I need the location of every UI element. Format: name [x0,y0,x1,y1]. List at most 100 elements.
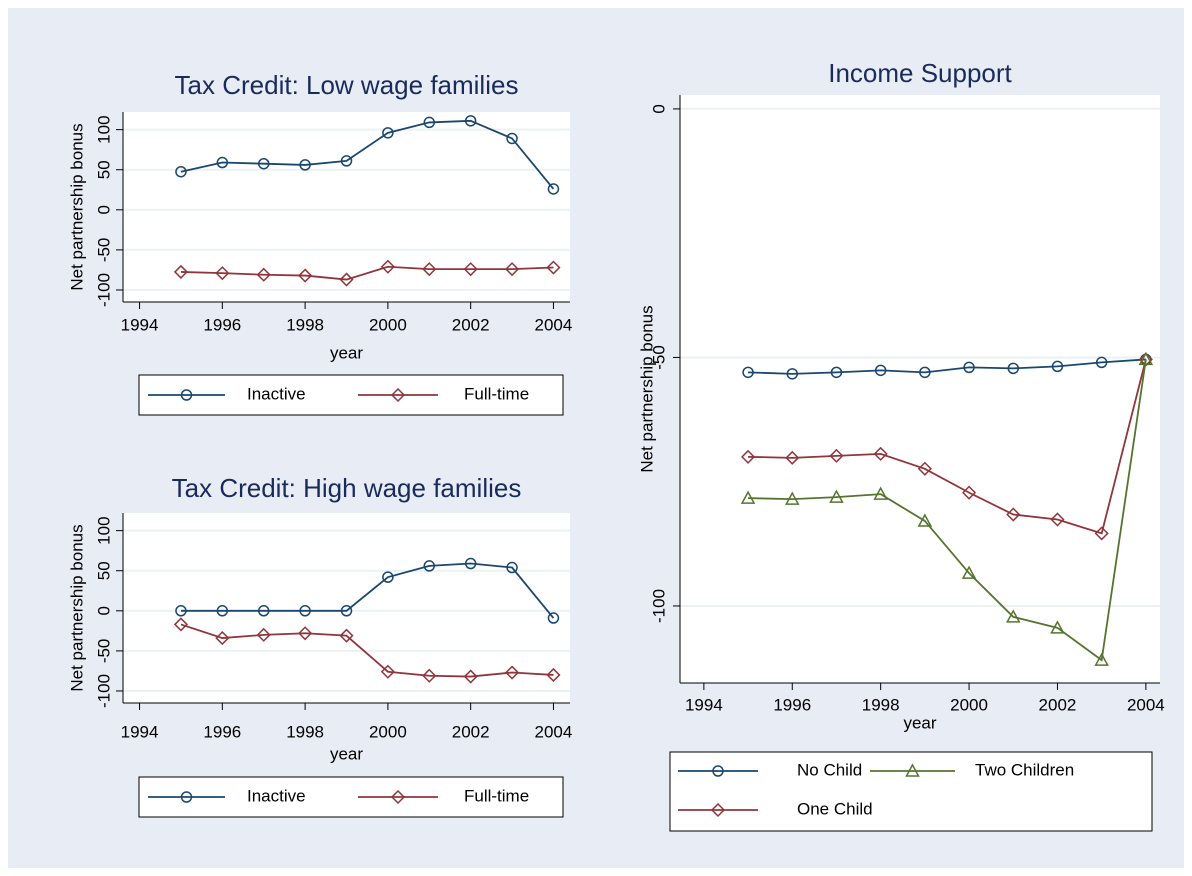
marker [382,571,394,583]
marker [961,565,977,579]
y-tick-label: 0 [94,205,113,214]
x-tick-label: 2002 [1039,695,1077,714]
legend-label: One Child [797,799,873,818]
marker [216,156,229,169]
x-tick-label: 2000 [950,695,988,714]
marker [298,268,313,283]
marker [380,259,395,274]
marker [257,605,270,617]
series-line [180,562,555,619]
marker [464,557,477,570]
marker [741,449,756,464]
plot-area [123,112,570,302]
legend-marker [905,763,920,777]
marker [829,448,844,463]
marker [215,631,230,646]
x-tick-label: 1998 [286,722,324,741]
marker [546,260,561,275]
marker [785,450,800,465]
legend-marker [712,765,724,777]
legend-label: Two Children [975,760,1074,779]
marker [963,361,975,374]
y-tick-label: -50 [649,345,668,370]
marker [1051,360,1064,373]
x-tick-label: 2004 [535,722,573,741]
marker [173,264,189,279]
x-axis-title: year [330,744,363,763]
series-line [748,359,1147,535]
legend-label: Full-time [464,384,529,403]
marker [175,165,187,178]
legend-marker [710,802,726,818]
x-tick-label: 1996 [203,722,241,741]
marker [256,627,271,642]
plot-area [123,513,570,703]
marker [1007,362,1020,375]
marker [339,628,354,643]
marker [464,115,477,127]
marker [740,490,756,504]
legend-marker [390,387,406,403]
marker [547,612,560,624]
marker [919,366,931,379]
legend-label: Inactive [247,384,306,403]
marker [1005,609,1021,623]
x-tick-label: 2000 [369,722,407,741]
marker [216,605,229,617]
y-tick-label: 0 [94,606,113,615]
y-tick-label: -50 [94,238,113,263]
legend-label: Full-time [464,786,529,805]
marker [1094,526,1109,541]
y-tick-label: 50 [94,561,113,580]
marker [1094,652,1109,666]
chart-title: Tax Credit: High wage families [172,473,522,503]
x-tick-label: 1998 [862,695,900,714]
x-tick-label: 1996 [773,695,811,714]
x-tick-label: 2004 [535,315,573,334]
x-tick-label: 2004 [1127,695,1165,714]
series-line [180,265,554,281]
series-line [748,358,1146,375]
y-tick-label: -100 [94,674,113,708]
marker [299,605,311,617]
marker [546,667,561,683]
legend-box [669,751,1153,832]
x-tick-label: 1994 [121,315,159,334]
marker [873,486,888,500]
x-tick-label: 1998 [286,315,324,334]
chart-title: Income Support [828,58,1012,88]
legend-label: Inactive [247,786,306,805]
marker [423,560,436,572]
marker [830,366,843,379]
marker [423,116,436,129]
plot-area [680,95,1160,683]
marker [917,461,932,476]
y-tick-label: 50 [94,160,113,179]
marker [873,446,888,461]
x-axis-title: year [330,343,363,362]
marker [504,262,520,277]
marker [1050,620,1065,634]
marker [506,561,518,574]
marker [215,266,230,281]
marker [962,485,977,500]
marker [380,664,395,679]
marker [1138,351,1154,366]
legend-marker [180,791,193,803]
marker [829,489,844,503]
x-tick-label: 1994 [121,722,159,741]
marker [382,127,394,139]
marker [422,262,437,277]
x-axis-title: year [903,713,936,732]
series-line [180,623,554,678]
marker [340,155,353,167]
y-tick-label: 100 [94,516,113,544]
marker [547,183,560,195]
series-line [748,359,1147,662]
legend-box [138,776,564,818]
marker [917,513,933,527]
marker [256,267,271,282]
marker [1050,512,1065,527]
marker [339,272,354,287]
